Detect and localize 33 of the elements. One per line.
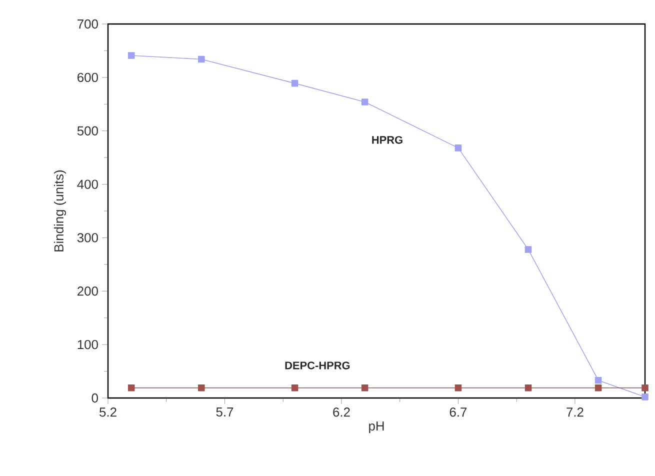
annotation: DEPC-HPRG <box>285 362 350 370</box>
annotation: HPRG <box>372 136 402 144</box>
y-tick-label: 400 <box>77 180 98 189</box>
x-tick-label: 7.2 <box>566 408 584 417</box>
point <box>198 56 205 63</box>
point <box>642 394 648 400</box>
point <box>128 384 135 392</box>
point <box>594 376 602 384</box>
x-tick-label: 6.2 <box>333 408 350 417</box>
x-tick-label: 6.7 <box>450 408 467 417</box>
point <box>524 384 532 392</box>
point <box>291 80 298 87</box>
point <box>642 384 648 392</box>
x-axis-title: pH <box>369 422 384 434</box>
y-tick-label: 300 <box>77 233 98 242</box>
y-axis-title: Binding (units) <box>54 170 66 252</box>
x-tick-label: 5.7 <box>216 408 234 417</box>
y-tick-label: 200 <box>78 286 98 296</box>
point <box>361 384 368 392</box>
y-tick-label: 700 <box>78 19 98 29</box>
point <box>454 384 462 392</box>
y-tick-label: 0 <box>92 393 98 403</box>
point <box>361 98 368 106</box>
point <box>198 384 205 392</box>
y-tick-label: 500 <box>77 126 98 136</box>
point <box>291 384 298 392</box>
point <box>128 52 135 59</box>
y-tick-label: 600 <box>78 72 98 82</box>
point <box>594 384 602 392</box>
point <box>524 246 532 253</box>
point <box>454 144 462 152</box>
y-tick-label: 100 <box>78 340 98 350</box>
x-tick-label: 5.2 <box>100 408 116 417</box>
